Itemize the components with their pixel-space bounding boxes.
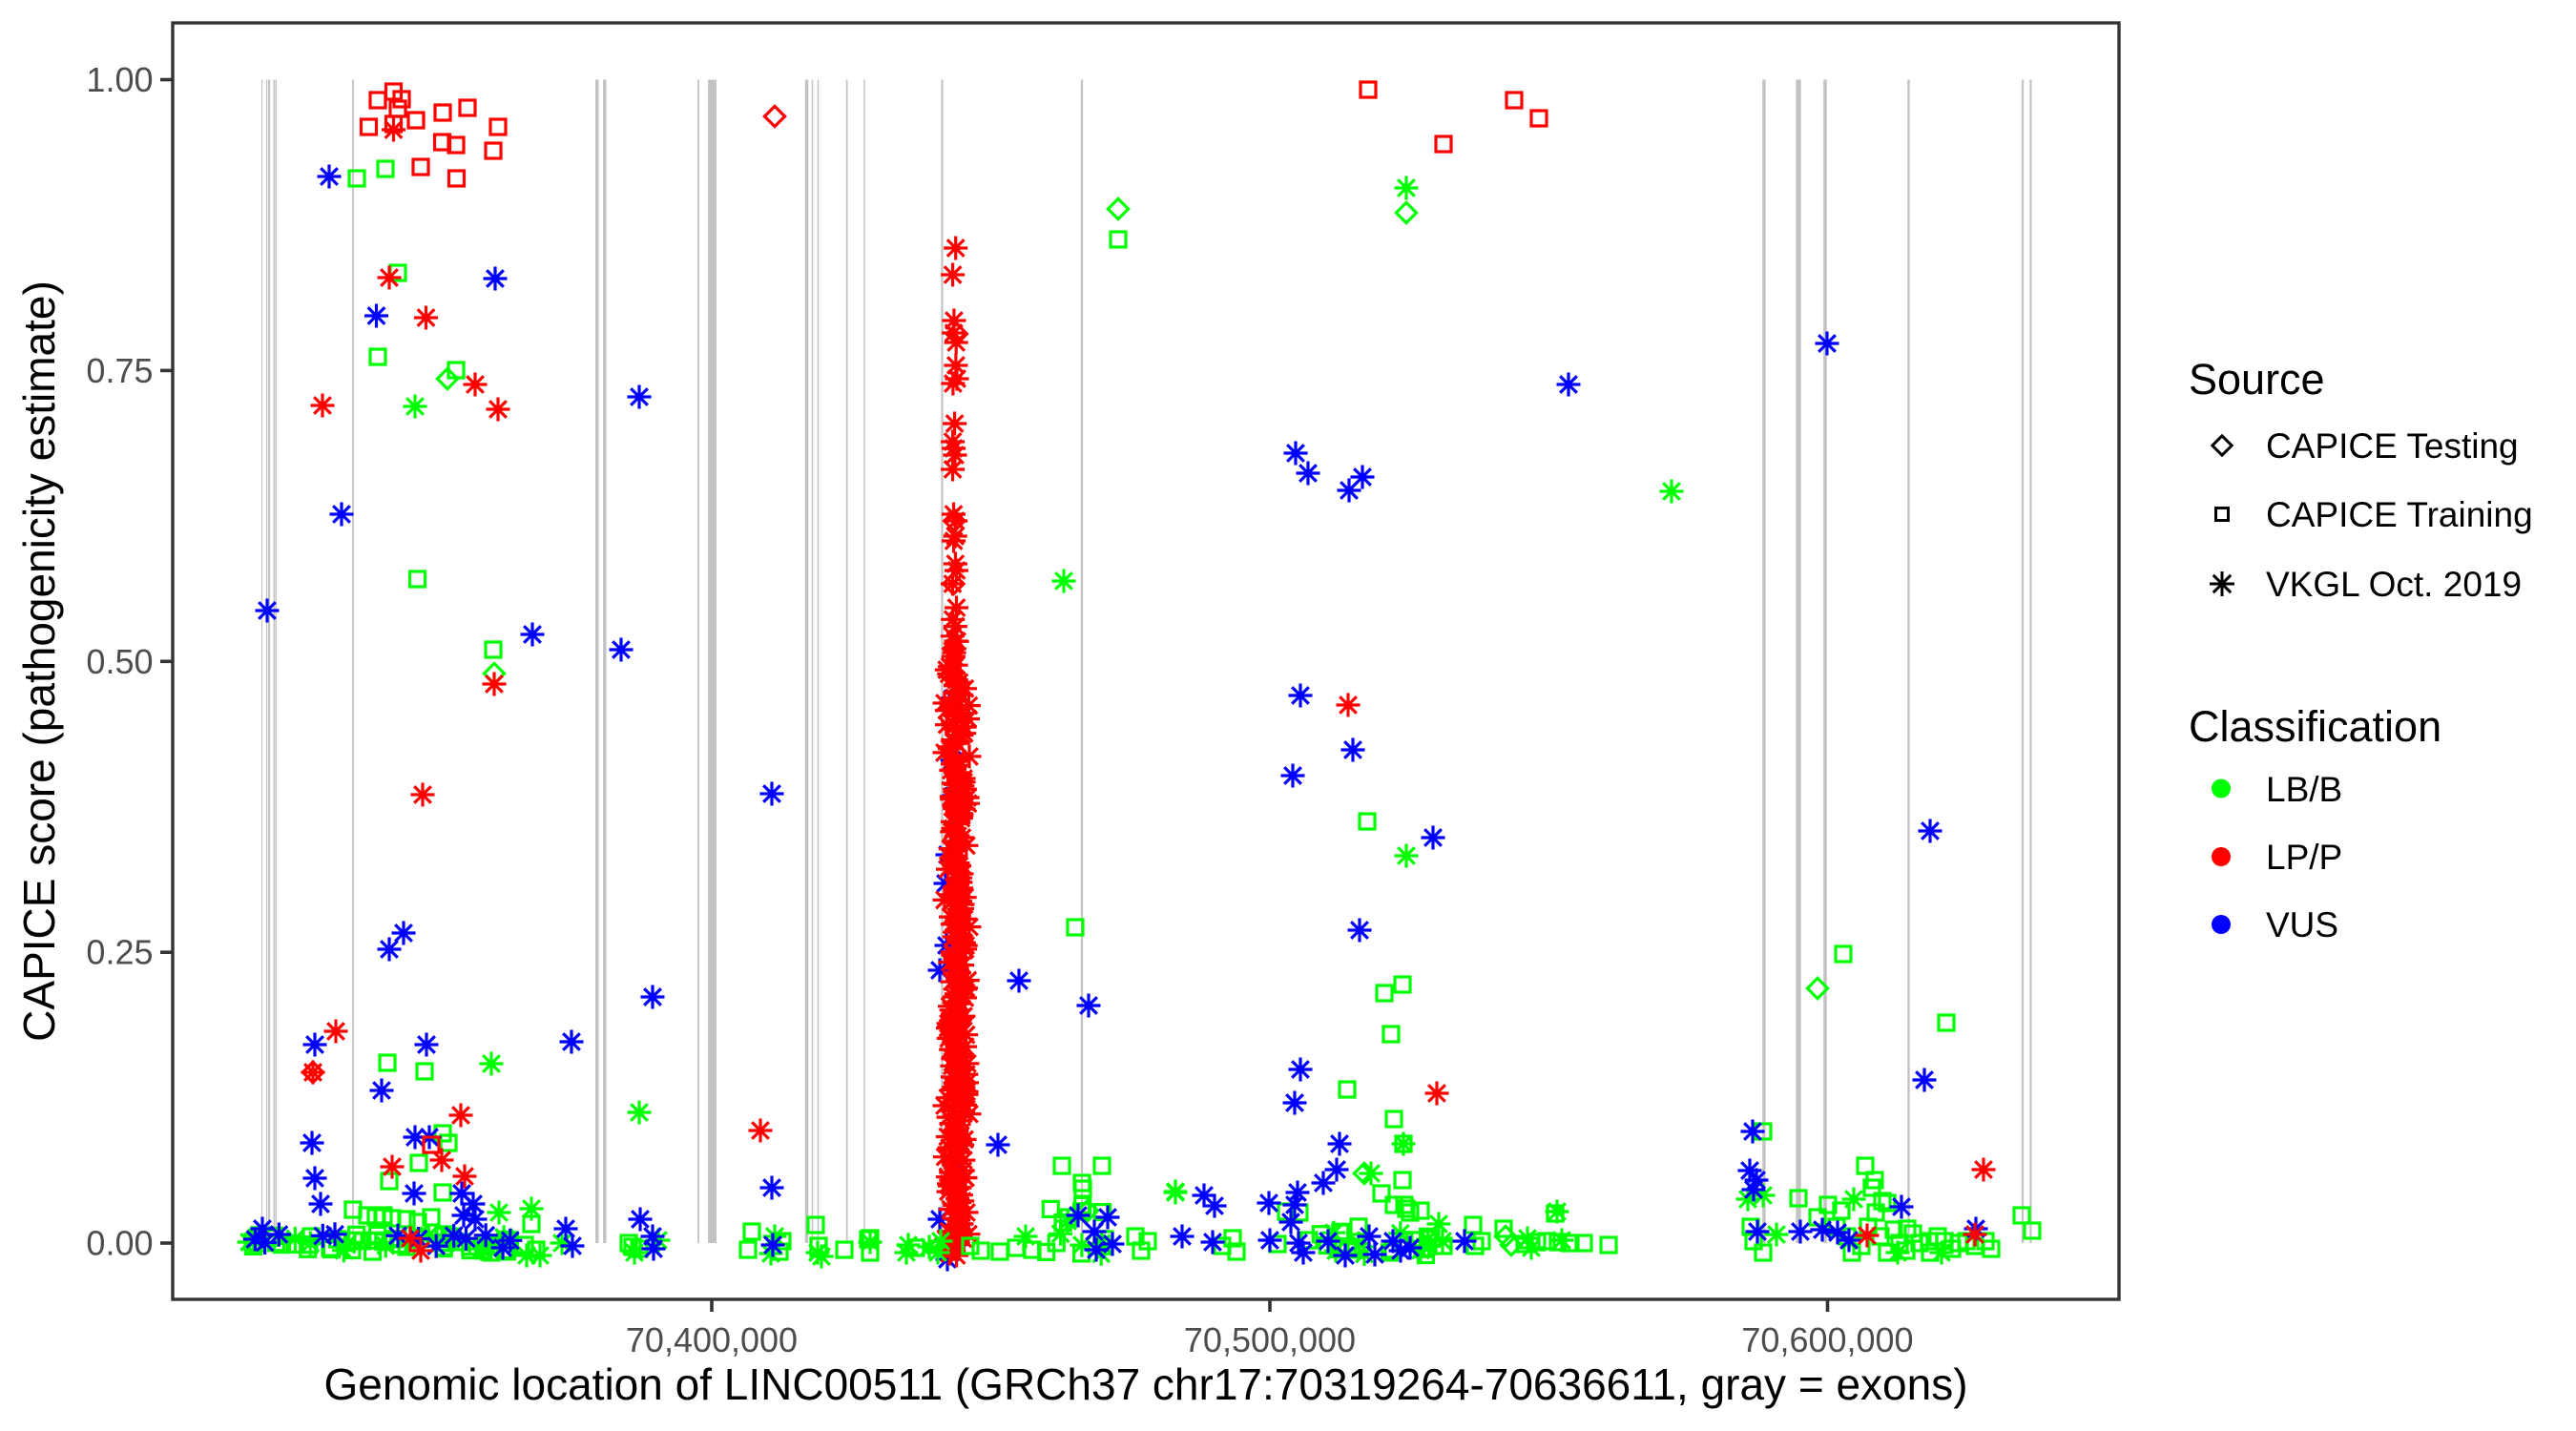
svg-text:Genomic location of LINC00511: Genomic location of LINC00511 (GRCh37 ch… (323, 1359, 1967, 1409)
svg-text:Source: Source (2189, 355, 2325, 404)
svg-text:0.00: 0.00 (86, 1224, 153, 1263)
svg-text:1.00: 1.00 (86, 60, 153, 99)
svg-text:CAPICE score (pathogenicity es: CAPICE score (pathogenicity estimate) (14, 280, 64, 1042)
svg-text:0.50: 0.50 (86, 642, 153, 681)
svg-text:CAPICE Training: CAPICE Training (2266, 495, 2533, 534)
svg-text:CAPICE Testing: CAPICE Testing (2266, 426, 2519, 466)
svg-text:0.25: 0.25 (86, 933, 153, 972)
svg-text:VKGL Oct. 2019: VKGL Oct. 2019 (2266, 565, 2522, 604)
svg-text:LB/B: LB/B (2266, 770, 2342, 809)
svg-text:VUS: VUS (2266, 905, 2338, 944)
svg-text:LP/P: LP/P (2266, 838, 2342, 877)
svg-text:0.75: 0.75 (86, 351, 153, 390)
svg-text:70,500,000: 70,500,000 (1184, 1320, 1356, 1359)
svg-text:70,600,000: 70,600,000 (1741, 1320, 1913, 1359)
svg-text:70,400,000: 70,400,000 (626, 1320, 798, 1359)
svg-text:Classification: Classification (2189, 702, 2441, 751)
